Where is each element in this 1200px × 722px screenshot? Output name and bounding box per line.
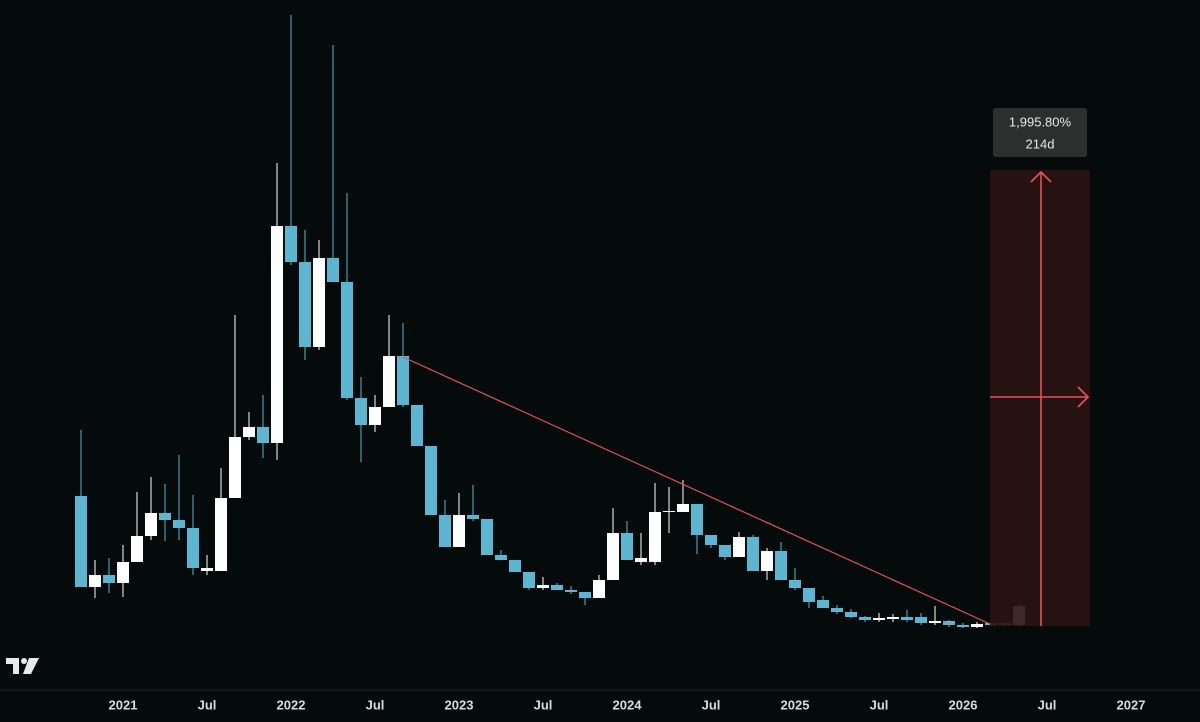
candle-body [915, 617, 927, 623]
measure-area [990, 170, 1090, 626]
candle-body [453, 515, 465, 547]
candle-body [607, 533, 619, 580]
measure-days: 214d [1026, 136, 1055, 151]
x-tick-label: 2025 [781, 697, 810, 712]
candle-body [481, 519, 493, 555]
candle-body [229, 437, 241, 498]
candle-body [439, 515, 451, 547]
candle-body [551, 585, 563, 590]
candle-body [173, 520, 185, 528]
candle-body [117, 562, 129, 583]
candle-body [803, 588, 815, 602]
candle-body [425, 446, 437, 515]
logo [6, 658, 39, 674]
trend-line [402, 356, 991, 625]
candle-body [131, 536, 143, 562]
candle-body [299, 262, 311, 347]
x-tick-label: Jul [534, 697, 553, 712]
candle-body [159, 513, 171, 520]
candle-body [943, 621, 955, 625]
x-tick-label: Jul [870, 697, 889, 712]
candle-body [957, 625, 969, 627]
candle-body [257, 427, 269, 443]
candle-body [103, 575, 115, 583]
candle-body [971, 624, 983, 627]
candle-body [845, 612, 857, 617]
arrow-head [1030, 170, 1052, 183]
x-tick-label: Jul [198, 697, 217, 712]
candle-body [327, 258, 339, 282]
candle-body [719, 545, 731, 557]
measure-percent: 1,995.80% [1009, 114, 1072, 129]
candle-body [145, 513, 157, 536]
logo-part [6, 658, 19, 674]
measure-label [993, 108, 1087, 157]
candle-body [355, 398, 367, 425]
candle-body [663, 511, 675, 512]
candle-body [887, 617, 899, 619]
candle-body [341, 282, 353, 398]
candle-body [649, 512, 661, 562]
candle-body [733, 537, 745, 557]
candle-body [201, 568, 213, 571]
candle-body [775, 551, 787, 580]
candle-body [271, 226, 283, 443]
candle-body [901, 617, 913, 620]
x-tick-label: Jul [702, 697, 721, 712]
candle-body [635, 558, 647, 562]
candle-body [89, 575, 101, 587]
x-tick-label: 2026 [949, 697, 978, 712]
x-tick-label: Jul [1038, 697, 1057, 712]
candle-body [397, 356, 409, 405]
candle-body [215, 498, 227, 571]
candle-body [243, 427, 255, 437]
candle-body [677, 504, 689, 512]
candle-body [621, 533, 633, 560]
candle-body [761, 551, 773, 571]
x-tick-label: 2027 [1117, 697, 1146, 712]
x-axis: 2021 Jul 2022 Jul 2023 Jul 2024 Jul 2025 Jul 2026 J… [109, 697, 1146, 712]
candle-body [705, 535, 717, 545]
candle-body [467, 515, 479, 519]
x-tick-label: 2021 [109, 697, 138, 712]
candle-body [565, 590, 577, 592]
candle-body [929, 621, 941, 623]
candle-body [831, 608, 843, 612]
x-tick-label: Jul [366, 697, 385, 712]
x-tick-label: 2024 [613, 697, 643, 712]
candle-body [187, 528, 199, 568]
candle-body [873, 618, 885, 620]
candle-body [859, 617, 871, 620]
candle-body [369, 407, 381, 425]
candle-body [789, 580, 801, 588]
arrow-head [1077, 386, 1090, 408]
candle-body [691, 504, 703, 535]
candle-body [537, 585, 549, 588]
x-tick-label: 2023 [445, 697, 474, 712]
measure-arrows [990, 170, 1090, 626]
candle-body [411, 405, 423, 446]
candle-body [509, 560, 521, 572]
logo-part [23, 658, 39, 674]
candle-body [285, 226, 297, 262]
candle-body [747, 537, 759, 571]
candle-body [817, 600, 829, 608]
candle-body [75, 496, 87, 587]
candle-body [593, 580, 605, 598]
candle-body [313, 258, 325, 347]
candles [75, 15, 1025, 628]
candle-body [383, 356, 395, 407]
candle-body [523, 572, 535, 588]
x-tick-label: 2022 [277, 697, 306, 712]
logo-part [21, 658, 27, 664]
candle-body [495, 555, 507, 560]
candle-body [579, 592, 591, 598]
